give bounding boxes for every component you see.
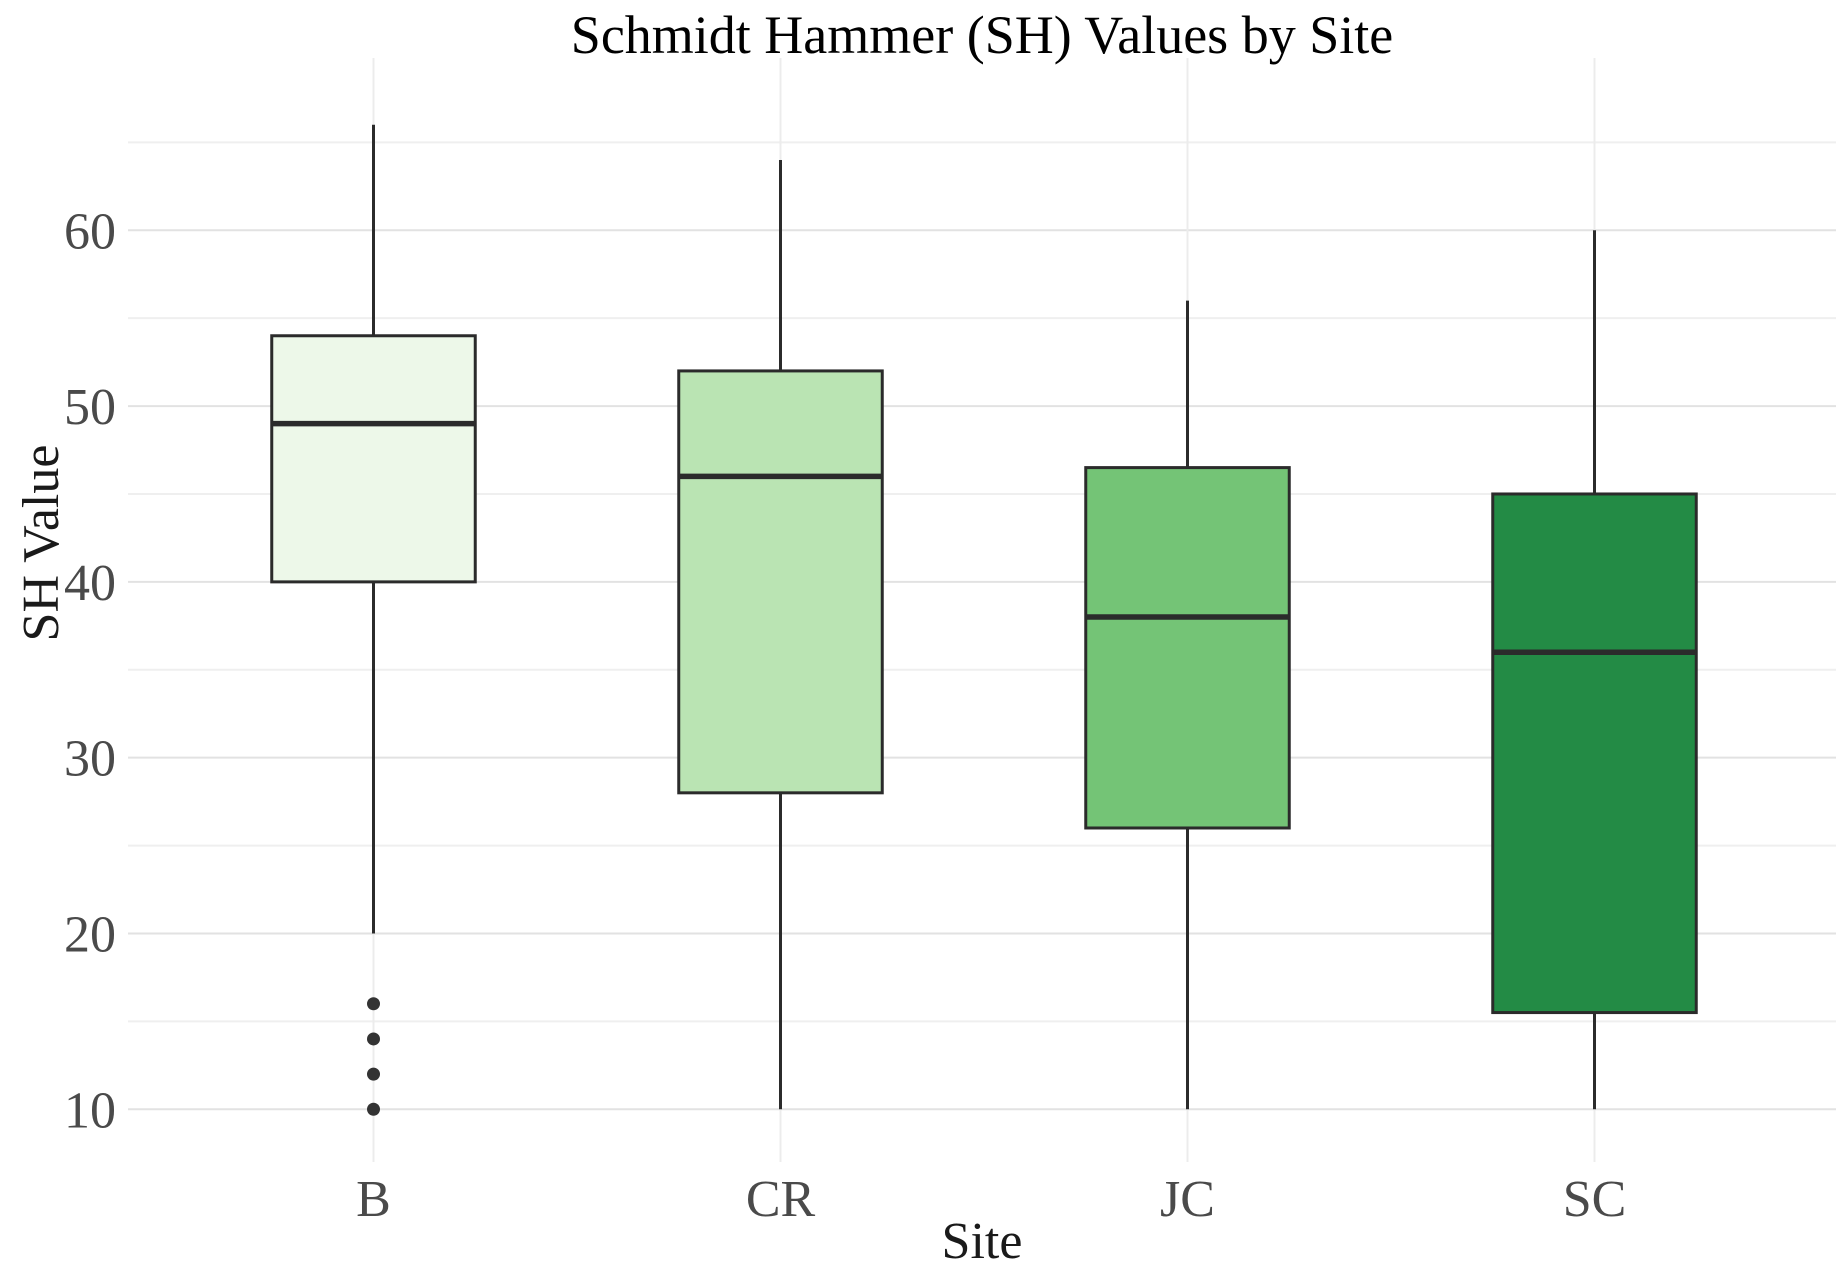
x-tick-label: SC (1563, 1171, 1627, 1228)
outlier-point (367, 1102, 380, 1116)
y-tick-label: 50 (64, 379, 116, 436)
box-rect (677, 369, 884, 795)
x-tick-label: CR (746, 1171, 816, 1228)
y-tick-labels: 10 20 30 40 50 60 (64, 203, 116, 1139)
outlier-point (367, 997, 380, 1011)
x-tick-label: JC (1160, 1171, 1215, 1228)
box-rect (270, 334, 477, 584)
x-tick-labels: B CR JC SC (356, 1171, 1626, 1228)
box-rect (1084, 466, 1291, 830)
chart-title: Schmidt Hammer (SH) Values by Site (570, 5, 1394, 65)
y-tick-label: 40 (64, 555, 116, 612)
outlier-point (367, 1032, 380, 1046)
outlier-point (367, 1067, 380, 1081)
y-tick-label: 30 (64, 731, 116, 788)
x-tick-label: B (356, 1171, 391, 1228)
category-gridlines (372, 58, 1596, 1162)
y-tick-label: 60 (64, 203, 116, 260)
y-axis-title: SH Value (13, 444, 70, 642)
y-tick-label: 20 (64, 906, 116, 963)
boxes (270, 124, 1698, 1116)
x-axis-title: Site (941, 1213, 1023, 1270)
y-tick-label: 10 (64, 1082, 116, 1139)
box-rect (1491, 492, 1698, 1015)
